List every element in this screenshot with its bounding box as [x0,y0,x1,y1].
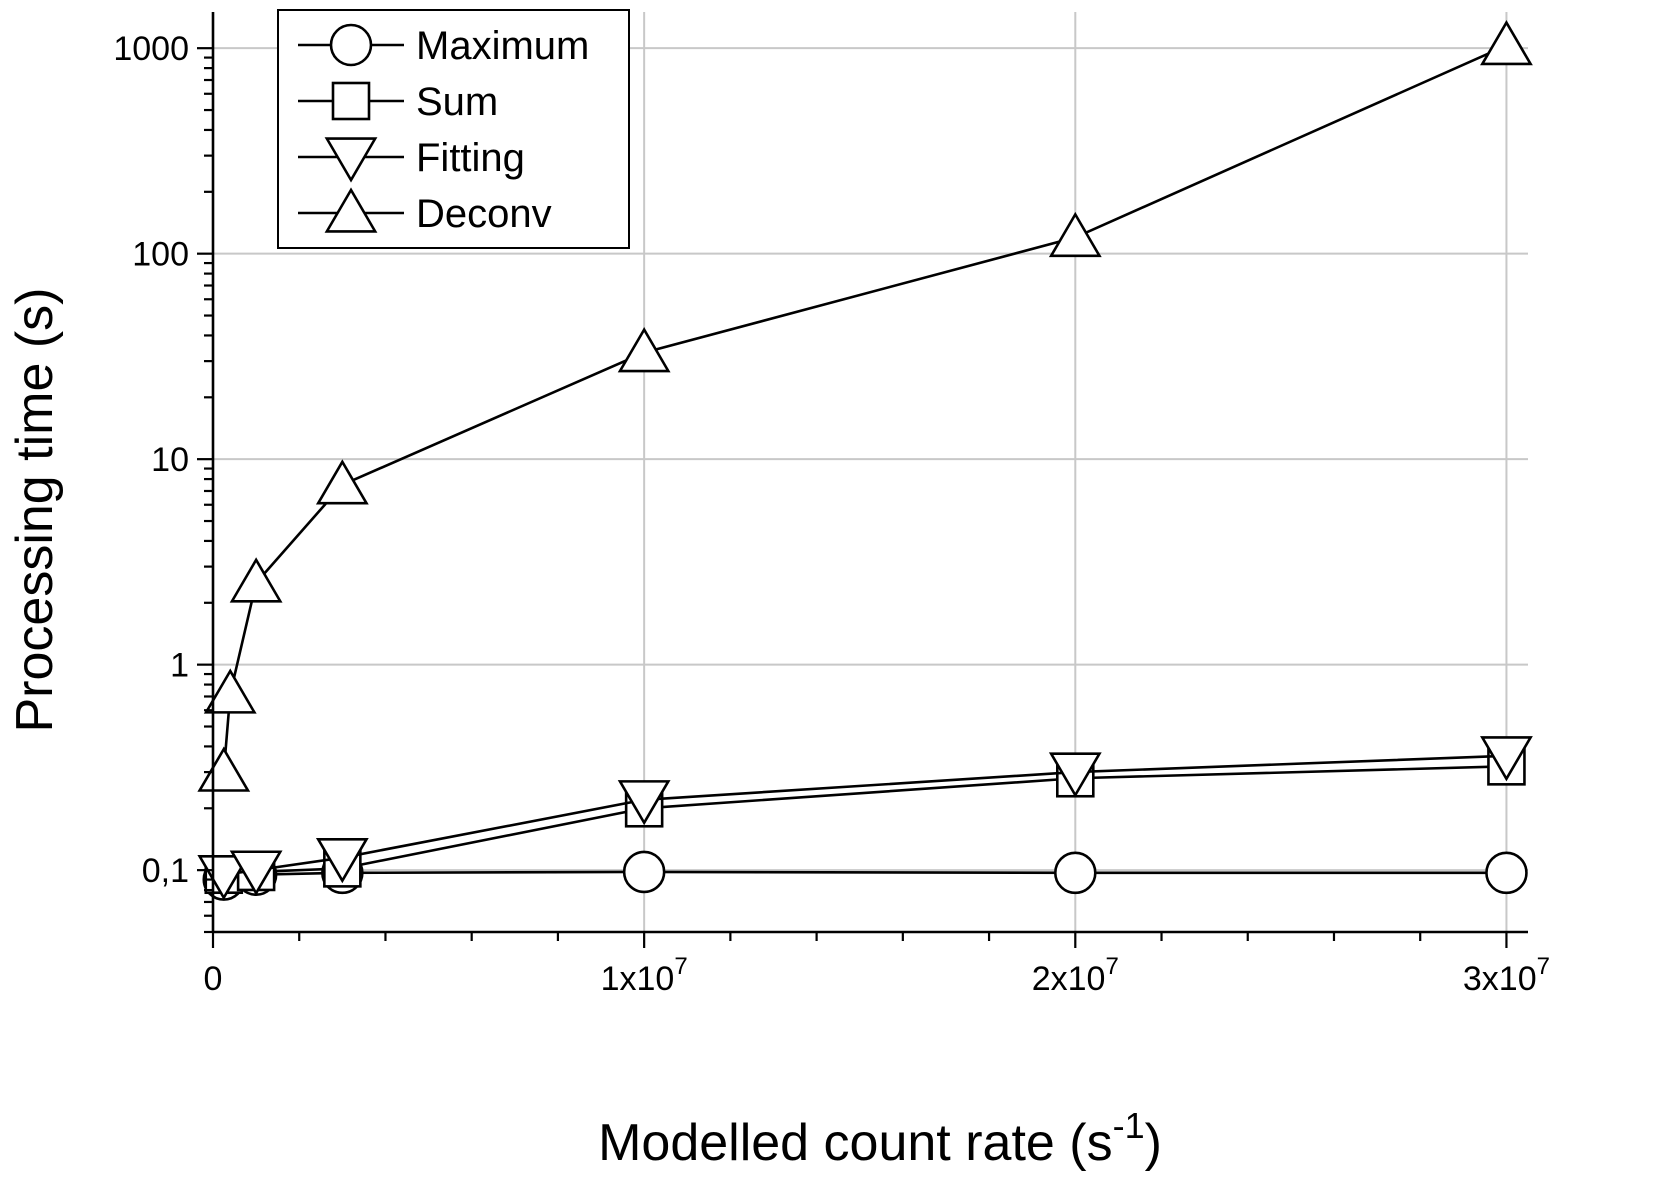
x-tick-label-base-0: 0 [204,960,223,998]
legend-entry-fitting: Fitting [298,136,525,183]
series-maximum [202,850,1528,901]
x-tick-label-1: 1x107 [601,953,688,998]
x-tick-label-exp-1: 7 [674,953,687,980]
point-deconv-5 [1048,211,1102,258]
y-tick-label-1: 1 [170,647,189,685]
x-tick-label-exp-2: 7 [1105,953,1118,980]
legend-entry-maximum: Maximum [298,23,589,68]
y-tick-label-2: 10 [151,441,189,479]
series-line-fitting [223,754,1507,877]
legend-marker-sum [331,81,371,121]
x-tick-label-base-3: 3x10 [1463,960,1537,998]
axes [211,12,1528,934]
series-fitting [197,736,1533,901]
point-deconv-2 [229,557,283,603]
x-axis-title-close: ) [1145,1114,1162,1172]
y-axis-title: Processing time (s) [6,288,64,733]
series-line-sum [223,765,1507,877]
legend-marker-maximum [329,23,373,67]
point-deconv-1 [203,668,257,714]
x-tick-label-base-1: 1x10 [601,960,675,998]
legend-marker-deconv [324,187,378,233]
y-tick-label-0: 0,1 [142,852,189,890]
y-tick-label-4: 1000 [113,30,189,68]
series-layer [197,19,1533,901]
x-tick-label-3: 3x107 [1463,953,1550,998]
x-axis-title: Modelled count rate (s-1) [598,1105,1162,1172]
point-maximum-3 [622,850,666,894]
legend-label-maximum: Maximum [416,24,589,68]
legend-label-deconv: Deconv [416,192,552,236]
point-deconv-3 [315,459,369,505]
point-fitting-4 [1048,752,1102,798]
point-fitting-2 [315,837,369,884]
point-fitting-3 [617,780,671,826]
legend-marker-fitting [324,137,378,183]
x-axis-title-main: Modelled count rate (s [598,1114,1113,1172]
point-fitting-5 [1480,736,1533,782]
y-tick-label-3: 100 [132,236,189,274]
legend-label-fitting: Fitting [416,136,525,180]
x-axis-title-sup: -1 [1113,1105,1145,1146]
x-tick-label-exp-3: 7 [1537,953,1550,980]
point-deconv-6 [1480,19,1533,66]
x-tick-label-0: 0 [204,960,223,998]
legend-label-sum: Sum [416,80,498,124]
point-maximum-4 [1053,851,1097,895]
series-deconv [197,19,1533,792]
x-tick-label-2: 2x107 [1032,953,1119,998]
point-deconv-4 [617,327,671,373]
legend-entry-sum: Sum [298,80,498,124]
point-fitting-1 [229,850,283,896]
legend: Maximum Sum Fitting Deconv [277,9,630,249]
series-line-maximum [223,870,1507,881]
legend-entry-deconv: Deconv [298,187,552,236]
x-tick-label-base-2: 2x10 [1032,960,1106,998]
point-deconv-0 [197,746,251,792]
grid [213,12,1528,932]
point-maximum-5 [1485,851,1528,895]
